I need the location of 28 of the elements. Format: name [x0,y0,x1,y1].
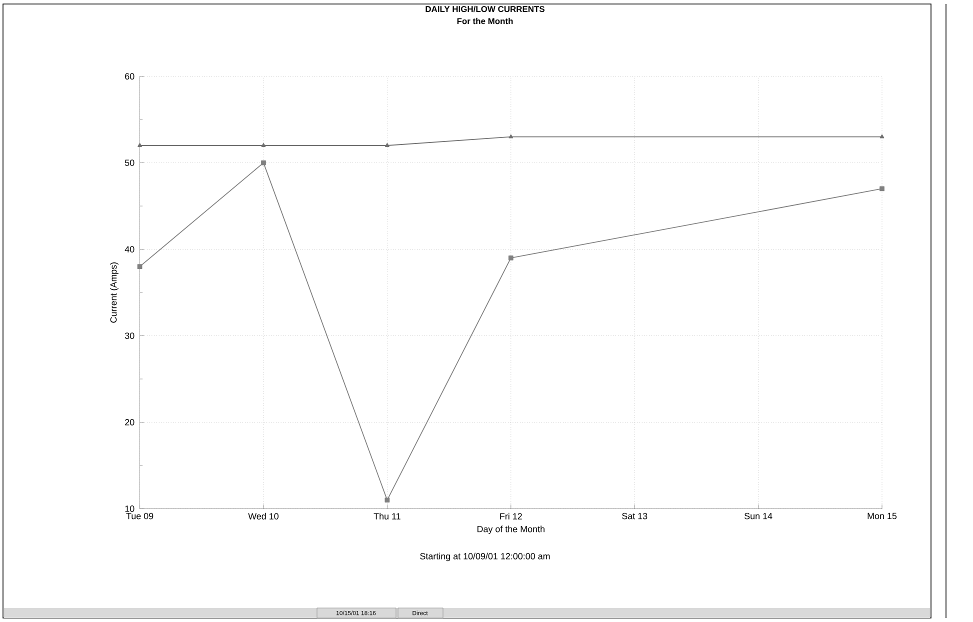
point [138,143,142,147]
point [261,160,266,166]
y-axis-title: Current (Amps) [110,262,118,323]
point [384,498,390,502]
x-tick-label: Wed 10 [248,512,279,520]
y-tick-label: 10 [125,506,134,512]
point [508,134,514,138]
x-tick-label: Sat 13 [622,512,648,520]
x-tick-label: Fri 12 [500,512,522,520]
x-tick-label: Thu 11 [374,512,400,520]
x-tick-label: Tue 09 [126,512,154,520]
point [880,134,884,138]
x-tick-label: Sun 14 [744,512,772,520]
x-axis-title: Day of the Month [477,526,544,534]
text: Starting at 10/09/01 12:00:00 am [420,552,550,562]
point [880,186,884,192]
y-tick-label: 50 [124,160,134,166]
y-tick-label: 30 [124,332,134,339]
y-tick-label: 40 [124,246,134,252]
chart-subtitle: For the Month [457,18,513,24]
point [137,264,142,270]
point [385,143,390,147]
point [508,255,514,260]
chart-title: DAILY HIGH/LOW CURRENTS [426,6,544,12]
y-tick-label: 60 [125,73,134,80]
x-tick-label: Mon 15 [868,512,897,520]
y-tick-label: 20 [125,419,134,426]
point [261,143,266,147]
